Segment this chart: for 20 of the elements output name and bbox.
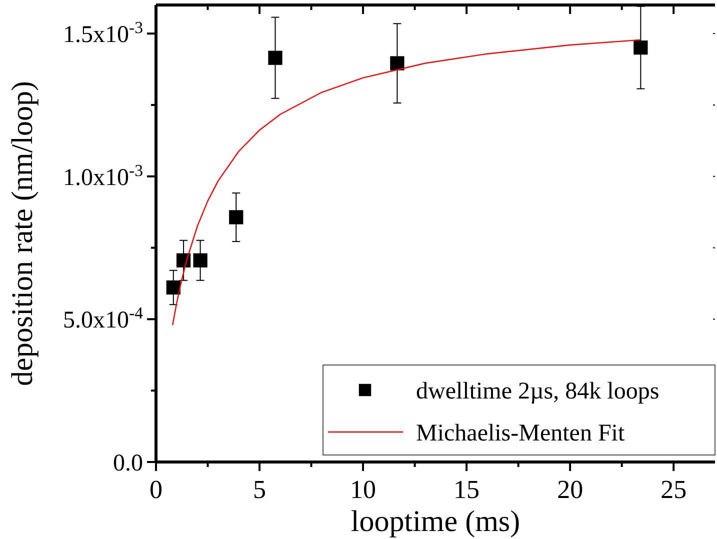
legend-label: dwelltime 2µs, 84k loops (416, 378, 660, 404)
x-tick-label: 20 (557, 475, 584, 504)
point (229, 210, 244, 224)
x-tick-label: 15 (454, 475, 480, 504)
point (268, 50, 282, 65)
x-tick-label: 25 (660, 475, 687, 504)
x-tick-label: 0 (150, 475, 162, 504)
x-tick-label: 5 (253, 475, 266, 504)
x-axis-title: looptime (ms) (350, 505, 520, 538)
y-tick-label: 5.0x10$^{-4}$ (63, 303, 144, 334)
y-tick-label: 1.5x10$^{-3}$ (63, 17, 143, 48)
point (634, 40, 648, 55)
y-tick-label: 1.0x10$^{-3}$ (63, 160, 143, 191)
x-tick-label: 10 (350, 475, 376, 504)
y-tick-label: 0.0 (113, 450, 143, 476)
legend-label: Michaelis-Menten Fit (416, 420, 625, 446)
point (390, 56, 404, 70)
y-axis-title: deposition rate (nm/loop) (6, 81, 39, 386)
point (166, 280, 180, 295)
point (193, 253, 208, 268)
